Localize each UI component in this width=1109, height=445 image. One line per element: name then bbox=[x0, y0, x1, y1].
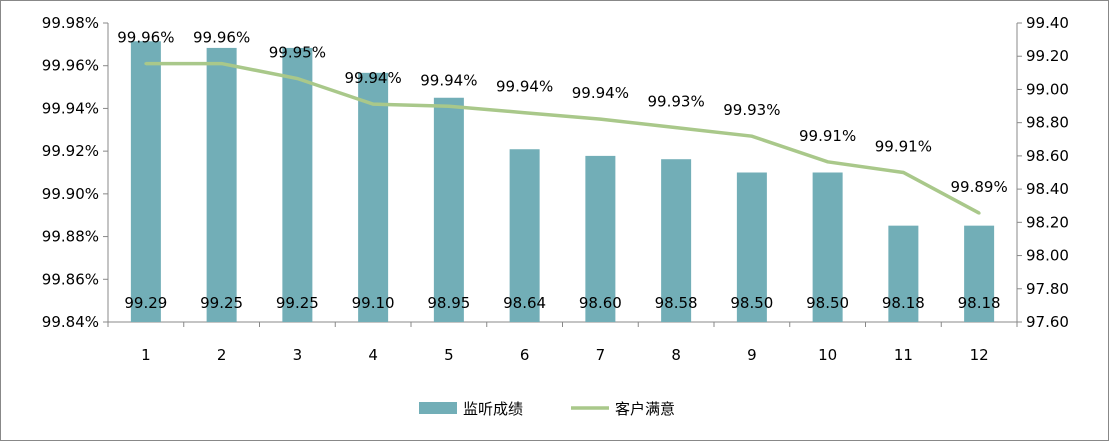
line-data-label: 99.93% bbox=[648, 93, 705, 111]
x-tick-label: 5 bbox=[444, 346, 454, 364]
line-point-2 bbox=[220, 62, 224, 66]
left-tick-label: 99.88% bbox=[42, 228, 99, 246]
x-tick-label: 3 bbox=[293, 346, 303, 364]
bar-data-label: 98.60 bbox=[579, 294, 622, 312]
line-data-label: 99.89% bbox=[951, 178, 1008, 196]
line-data-label: 99.94% bbox=[496, 78, 553, 96]
bar-data-label: 99.25 bbox=[200, 294, 243, 312]
line-point-8 bbox=[674, 126, 678, 130]
line-data-label: 99.94% bbox=[420, 71, 477, 89]
line-point-12 bbox=[977, 211, 981, 215]
legend-bar-label: 监听成绩 bbox=[463, 400, 523, 418]
x-tick-label: 8 bbox=[671, 346, 681, 364]
bar-data-label: 98.18 bbox=[958, 294, 1001, 312]
bar-data-label: 99.25 bbox=[276, 294, 319, 312]
right-tick-label: 98.80 bbox=[1026, 114, 1069, 132]
x-tick-label: 10 bbox=[818, 346, 837, 364]
bar-data-label: 98.95 bbox=[427, 294, 470, 312]
left-tick-label: 99.96% bbox=[42, 57, 99, 75]
bar-data-label: 98.50 bbox=[730, 294, 773, 312]
line-point-6 bbox=[523, 111, 527, 115]
x-tick-label: 12 bbox=[970, 346, 989, 364]
right-tick-label: 98.60 bbox=[1026, 147, 1069, 165]
bar-9 bbox=[736, 172, 767, 322]
bar-6 bbox=[509, 149, 540, 322]
right-tick-label: 98.40 bbox=[1026, 180, 1069, 198]
legend-line-label: 客户满意 bbox=[615, 400, 675, 418]
line-point-1 bbox=[144, 62, 148, 66]
line-data-label: 99.94% bbox=[572, 84, 629, 102]
bar-data-label: 98.64 bbox=[503, 294, 546, 312]
bar-2 bbox=[206, 47, 237, 323]
line-point-11 bbox=[901, 171, 905, 174]
right-tick-label: 99.20 bbox=[1026, 47, 1069, 65]
line-data-label: 99.96% bbox=[193, 29, 250, 47]
right-tick-label: 98.00 bbox=[1026, 247, 1069, 265]
line-point-3 bbox=[295, 77, 299, 81]
right-tick-label: 99.00 bbox=[1026, 80, 1069, 98]
x-tick-label: 4 bbox=[368, 346, 378, 364]
bar-data-label: 98.58 bbox=[655, 294, 698, 312]
line-data-label: 99.91% bbox=[799, 127, 856, 145]
line-point-10 bbox=[826, 160, 830, 164]
line-point-7 bbox=[598, 117, 602, 121]
line-data-label: 99.96% bbox=[117, 29, 174, 47]
bar-8 bbox=[661, 159, 692, 322]
x-tick-label: 6 bbox=[520, 346, 530, 364]
line-data-label: 99.94% bbox=[345, 69, 402, 87]
right-tick-label: 97.80 bbox=[1026, 280, 1069, 298]
line-data-label: 99.93% bbox=[723, 101, 780, 119]
bar-12 bbox=[964, 225, 995, 322]
right-tick-label: 97.60 bbox=[1026, 313, 1069, 331]
line-point-4 bbox=[371, 102, 375, 106]
line-data-label: 99.91% bbox=[875, 138, 932, 156]
line-data-label: 99.95% bbox=[269, 44, 326, 62]
bar-data-label: 99.29 bbox=[124, 294, 167, 312]
bar-3 bbox=[282, 47, 313, 323]
left-tick-label: 99.92% bbox=[42, 142, 99, 160]
x-tick-label: 2 bbox=[217, 346, 227, 364]
bar-10 bbox=[812, 172, 843, 322]
x-tick-label: 9 bbox=[747, 346, 757, 364]
x-tick-label: 11 bbox=[894, 346, 913, 364]
line-point-9 bbox=[750, 134, 754, 138]
x-tick-label: 7 bbox=[596, 346, 606, 364]
bar-4 bbox=[358, 72, 389, 322]
bar-data-label: 98.18 bbox=[882, 294, 925, 312]
right-tick-label: 99.40 bbox=[1026, 14, 1069, 32]
bar-7 bbox=[585, 155, 616, 322]
line-series bbox=[145, 61, 980, 215]
bar-data-label: 98.50 bbox=[806, 294, 849, 312]
bar-1 bbox=[130, 41, 161, 323]
bar-data-label: 99.10 bbox=[352, 294, 395, 312]
left-tick-label: 99.94% bbox=[42, 99, 99, 117]
legend-bar-swatch bbox=[419, 402, 457, 414]
left-tick-label: 99.86% bbox=[42, 270, 99, 288]
x-tick-label: 1 bbox=[141, 346, 151, 364]
bar-5 bbox=[433, 97, 464, 322]
left-tick-label: 99.90% bbox=[42, 185, 99, 203]
left-tick-label: 99.98% bbox=[42, 14, 99, 32]
right-tick-label: 98.20 bbox=[1026, 213, 1069, 231]
left-tick-label: 99.84% bbox=[42, 313, 99, 331]
line-point-5 bbox=[447, 104, 451, 108]
bar-11 bbox=[888, 225, 919, 322]
